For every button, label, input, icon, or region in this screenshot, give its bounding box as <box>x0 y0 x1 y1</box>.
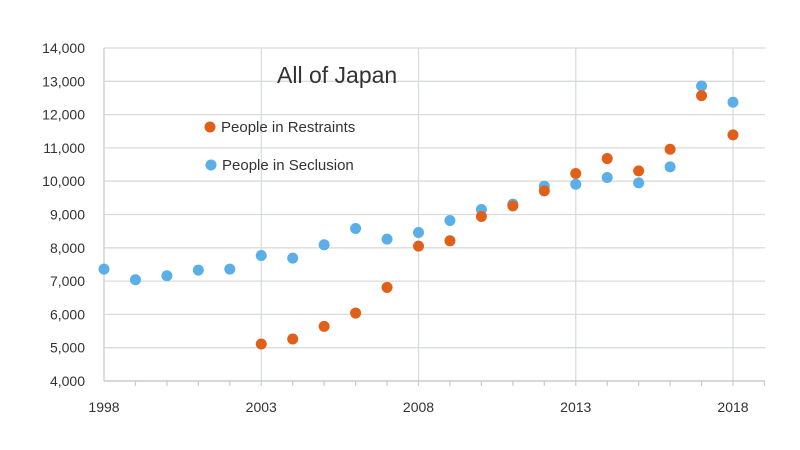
y-tick-label: 14,000 <box>42 40 85 56</box>
seclusion-point <box>318 239 330 251</box>
seclusion-point <box>444 214 456 226</box>
seclusion-point <box>350 222 362 234</box>
restraints-point <box>318 320 330 332</box>
chart-title: All of Japan <box>277 62 397 88</box>
seclusion-point <box>664 161 676 173</box>
y-axis-tick-labels: 4,000 5,000 6,000 7,000 8,000 9,000 10,000 11,0… <box>42 40 85 389</box>
y-tick-label: 13,000 <box>42 73 85 89</box>
restraints-point <box>727 129 739 141</box>
restraints-point <box>664 143 676 155</box>
data-points <box>98 80 739 350</box>
restraints-point <box>570 168 582 180</box>
legend-marker-seclusion <box>205 159 217 171</box>
seclusion-point <box>381 233 393 245</box>
legend-label-restraints: People in Restraints <box>221 119 355 136</box>
seclusion-point <box>696 80 708 92</box>
seclusion-point <box>129 274 141 286</box>
y-tick-label: 7,000 <box>50 273 85 289</box>
x-tick-label: 2003 <box>246 399 277 415</box>
y-tick-label: 5,000 <box>50 340 85 356</box>
restraints-point <box>413 240 424 252</box>
seclusion-point <box>161 270 173 282</box>
y-tick-label: 10,000 <box>42 173 85 189</box>
restraints-point <box>381 281 393 293</box>
restraints-point <box>350 307 362 319</box>
x-tick-label: 1998 <box>88 399 119 415</box>
seclusion-point <box>287 252 299 264</box>
x-tick-label: 2018 <box>717 399 748 415</box>
x-tick-label: 2013 <box>560 399 591 415</box>
seclusion-point <box>727 96 739 108</box>
restraints-point <box>696 90 708 102</box>
legend-label-seclusion: People in Seclusion <box>222 157 354 174</box>
seclusion-point <box>570 178 582 190</box>
y-tick-label: 4,000 <box>50 373 85 389</box>
gridlines <box>104 47 765 381</box>
x-axis-tick-labels: 1998 2003 2008 2013 2018 <box>88 399 748 415</box>
seclusion-point <box>601 172 613 184</box>
restraints-point <box>255 338 267 350</box>
legend: People in Restraints People in Seclusion <box>204 119 355 174</box>
y-tick-label: 8,000 <box>50 240 85 256</box>
seclusion-point <box>255 249 267 261</box>
y-tick-label: 12,000 <box>42 107 85 123</box>
seclusion-point <box>633 177 645 189</box>
seclusion-point <box>413 226 424 238</box>
seclusion-point <box>224 263 236 275</box>
axes <box>103 48 766 386</box>
restraints-point <box>507 200 519 212</box>
restraints-point <box>633 165 645 177</box>
x-tick-label: 2008 <box>403 399 434 415</box>
restraints-point <box>601 153 613 165</box>
restraints-point <box>475 210 487 222</box>
seclusion-point <box>192 264 204 276</box>
seclusion-point <box>98 263 110 275</box>
restraints-point <box>538 185 550 197</box>
restraints-point <box>444 235 456 247</box>
y-tick-label: 11,000 <box>43 140 85 156</box>
legend-marker-restraints <box>204 121 216 133</box>
restraints-point <box>287 333 299 345</box>
y-tick-label: 6,000 <box>50 306 85 322</box>
y-tick-label: 9,000 <box>50 207 85 223</box>
